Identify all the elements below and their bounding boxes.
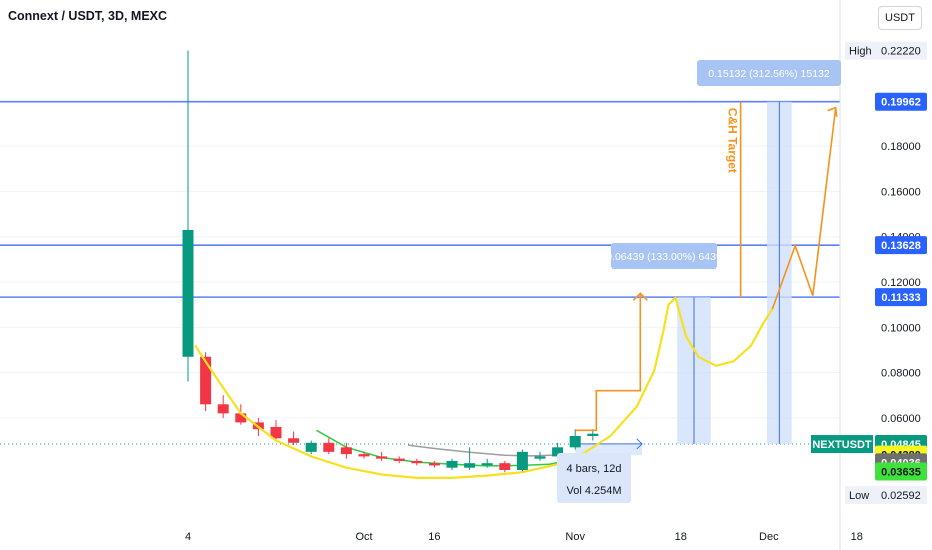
price-label-bg xyxy=(875,92,927,111)
candle-body xyxy=(428,463,440,466)
cup-handle-curve xyxy=(194,296,774,479)
range-label-line2: Vol 4.254M xyxy=(566,485,621,497)
candle-body xyxy=(288,438,300,443)
candle-body xyxy=(340,447,352,455)
drawing-overlay xyxy=(194,101,838,479)
measure-label-2: 0.15132 (312.56%) 15132 xyxy=(708,68,830,80)
annotations: C&H Target 0.06439 (133.00%) 6439 0.15132 … xyxy=(557,60,841,503)
candle-body xyxy=(270,426,282,439)
y-tick-label: 0.08000 xyxy=(881,368,921,380)
x-tick-label: Nov xyxy=(565,531,585,543)
candle-body xyxy=(217,404,229,414)
candle-body xyxy=(182,229,194,357)
arrow-head xyxy=(632,292,648,301)
candle-body xyxy=(235,413,247,423)
candle-body xyxy=(323,442,335,452)
range-label-bg xyxy=(557,453,631,503)
candle-body xyxy=(464,463,476,468)
projection-step-arrow xyxy=(575,293,642,432)
measure-label-2-bg xyxy=(697,60,841,86)
horizontal-levels xyxy=(0,100,840,445)
candle-body xyxy=(552,447,564,457)
price-label-bg xyxy=(875,236,927,255)
price-label-bg xyxy=(875,462,927,481)
price-label-bg xyxy=(875,288,927,307)
ma-gray-line xyxy=(407,444,558,457)
y-tick-label: 0.12000 xyxy=(881,277,921,289)
x-tick-label: Oct xyxy=(355,531,372,543)
candle-body xyxy=(534,456,546,459)
x-tick-label: Dec xyxy=(759,531,779,543)
candle-body xyxy=(481,463,493,466)
measure-label-1: 0.06439 (133.00%) 6439 xyxy=(606,251,722,263)
candle-body xyxy=(393,458,405,461)
price-axis: 0.060000.080000.100000.120000.140000.160… xyxy=(811,0,927,550)
x-tick-label: 16 xyxy=(428,531,440,543)
candle-body xyxy=(200,356,212,405)
price-label-name: Low xyxy=(849,490,869,502)
measure-label-1-bg xyxy=(611,243,717,269)
ma-green-line xyxy=(316,429,567,467)
y-tick-label: 0.10000 xyxy=(881,322,921,334)
measure-tools xyxy=(575,101,792,456)
price-label-name: High xyxy=(849,46,872,58)
y-tick-label: 0.18000 xyxy=(881,141,921,153)
price-label-value: 0.03635 xyxy=(881,466,921,478)
target-label: C&H Target xyxy=(726,108,740,173)
price-label-value: 0.19962 xyxy=(881,97,921,109)
moving-averages xyxy=(316,429,567,467)
candle-body xyxy=(358,454,370,457)
price-label-value: 0.22220 xyxy=(881,46,921,58)
arrow-head xyxy=(827,106,838,117)
candle-body xyxy=(305,442,317,452)
candle-body xyxy=(499,463,511,470)
x-tick-label: 18 xyxy=(675,531,687,543)
range-label-line1: 4 bars, 12d xyxy=(566,463,621,475)
candle-body xyxy=(376,456,388,459)
time-axis: 4 Oct 16 Nov 18 Dec 18 xyxy=(185,531,863,543)
chart-title: Connext / USDT, 3D, MEXC xyxy=(8,9,168,23)
projection-zigzag-arrow xyxy=(771,107,837,310)
y-tick-label: 0.16000 xyxy=(881,186,921,198)
price-label-value: 0.02592 xyxy=(881,490,921,502)
price-label-bg xyxy=(845,41,927,60)
candle-body xyxy=(569,436,581,448)
price-label-name-bg xyxy=(811,435,873,454)
currency-button[interactable]: USDT xyxy=(878,6,922,30)
range-box xyxy=(575,443,643,456)
price-label-bg xyxy=(845,486,927,505)
candle-body xyxy=(446,460,458,468)
candle-body xyxy=(587,433,599,437)
price-label-value: 0.13628 xyxy=(881,240,921,252)
price-label-value: 0.11333 xyxy=(881,292,920,304)
y-tick-label: 0.06000 xyxy=(881,413,921,425)
price-label-name: NEXTUSDT xyxy=(812,439,872,451)
x-tick-label: 18 xyxy=(851,531,863,543)
x-tick-label: 4 xyxy=(185,531,191,543)
candle-body xyxy=(411,460,423,464)
candle-body xyxy=(516,451,528,470)
grid xyxy=(0,145,840,419)
candles xyxy=(182,50,599,473)
range-arrow xyxy=(575,438,643,450)
